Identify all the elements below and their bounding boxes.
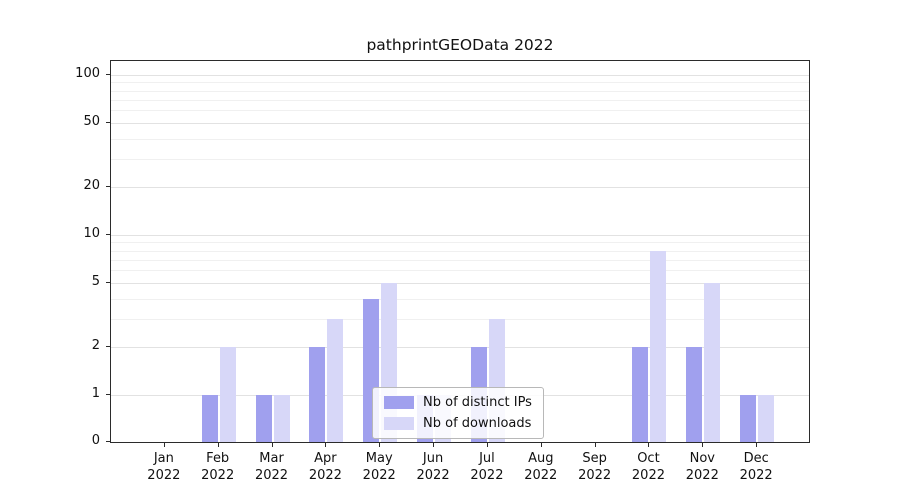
legend-swatch-downloads <box>384 417 414 430</box>
gridline-minor <box>111 270 809 272</box>
y-tick-mark <box>106 185 110 187</box>
x-tick-mark <box>594 443 596 447</box>
y-tick-label: 0 <box>91 433 100 448</box>
bar-downloads <box>327 318 344 442</box>
y-tick-label: 20 <box>83 177 100 193</box>
x-tick-label: Nov 2022 <box>685 451 719 483</box>
gridline-minor <box>111 99 809 101</box>
bar-downloads <box>650 250 667 442</box>
gridline-minor <box>111 242 809 244</box>
legend-label-downloads: Nb of downloads <box>423 416 532 431</box>
y-tick-mark <box>106 282 110 284</box>
y-tick-label: 100 <box>75 66 100 81</box>
x-tick-label: Feb 2022 <box>201 451 235 483</box>
bar-distinct-ips <box>255 395 272 442</box>
x-tick-mark <box>217 443 219 447</box>
gridline-minor <box>111 250 809 252</box>
x-tick-mark <box>702 443 704 447</box>
chart-title: pathprintGEOData 2022 <box>366 36 554 54</box>
bar-downloads <box>273 395 290 442</box>
legend-item-downloads: Nb of downloads <box>384 416 532 431</box>
gridline-minor <box>111 90 809 92</box>
gridline-major <box>111 346 809 348</box>
gridline-major <box>111 123 809 125</box>
y-tick-label: 2 <box>91 337 100 353</box>
gridline-minor <box>111 82 809 84</box>
bar-downloads <box>219 346 236 442</box>
y-tick-mark <box>106 74 110 75</box>
y-tick-mark <box>106 441 110 442</box>
gridline-minor <box>111 259 809 261</box>
y-tick-label: 1 <box>91 386 100 401</box>
gridline-major <box>111 235 809 236</box>
x-tick-label: Jan 2022 <box>147 451 181 483</box>
y-tick-label: 10 <box>83 226 100 241</box>
gridline-major <box>111 75 809 76</box>
gridline-major <box>111 283 809 285</box>
bar-downloads <box>704 283 721 442</box>
x-tick-label: Dec 2022 <box>739 451 773 483</box>
x-tick-label: Sep 2022 <box>578 451 612 483</box>
x-tick-label: May 2022 <box>362 451 396 483</box>
y-tick-mark <box>106 394 110 395</box>
x-tick-mark <box>325 443 327 447</box>
x-tick-label: Oct 2022 <box>631 451 665 483</box>
x-tick-mark <box>486 443 488 447</box>
gridline-minor <box>111 318 809 320</box>
y-tick-mark <box>106 234 110 235</box>
y-tick-label: 50 <box>83 114 100 130</box>
legend-swatch-distinct-ips <box>384 396 414 409</box>
x-tick-label: Apr 2022 <box>308 451 342 483</box>
gridline-minor <box>111 158 809 160</box>
bar-distinct-ips <box>309 346 326 442</box>
x-tick-mark <box>756 443 758 447</box>
legend-label-distinct-ips: Nb of distinct IPs <box>423 395 532 410</box>
y-tick-mark <box>106 122 110 124</box>
y-tick-mark <box>106 345 110 347</box>
gridline-minor <box>111 138 809 140</box>
gridline-minor <box>111 110 809 112</box>
legend-item-distinct-ips: Nb of distinct IPs <box>384 395 532 410</box>
bar-downloads <box>758 395 775 442</box>
x-tick-mark <box>540 443 542 447</box>
gridline-minor <box>111 298 809 300</box>
x-tick-mark <box>163 443 165 447</box>
x-tick-label: Mar 2022 <box>254 451 289 483</box>
gridline-major <box>111 186 809 188</box>
plot-area <box>110 60 810 443</box>
x-tick-label: Aug 2022 <box>524 451 558 483</box>
x-tick-mark <box>271 443 273 447</box>
legend: Nb of distinct IPs Nb of downloads <box>372 387 544 439</box>
x-tick-mark <box>433 443 435 447</box>
y-tick-label: 5 <box>91 274 100 290</box>
x-tick-mark <box>648 443 650 447</box>
bar-distinct-ips <box>201 395 218 442</box>
bar-distinct-ips <box>686 346 703 442</box>
bar-distinct-ips <box>632 346 649 442</box>
x-tick-label: Jun 2022 <box>416 451 450 483</box>
x-tick-mark <box>379 443 381 447</box>
x-tick-label: Jul 2022 <box>470 451 504 483</box>
bar-distinct-ips <box>740 395 757 442</box>
